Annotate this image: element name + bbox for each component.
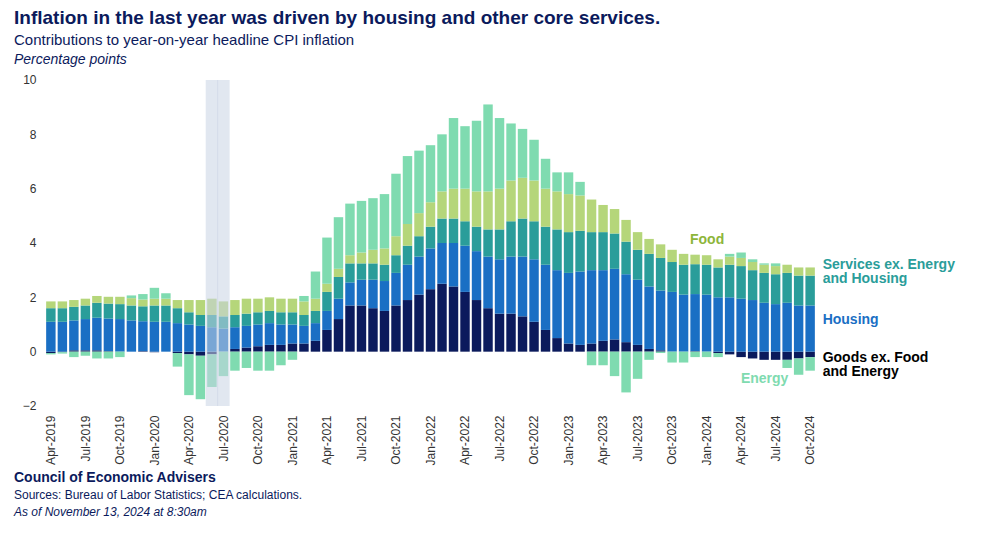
svg-text:Jan-2023: Jan-2023 — [562, 415, 576, 465]
svg-text:0: 0 — [30, 345, 37, 359]
svg-text:Housing: Housing — [823, 311, 879, 327]
svg-text:Oct-2020: Oct-2020 — [251, 415, 265, 465]
html-text:Inflation in the last year was: Inflation in the last year was driven by… — [14, 7, 661, 28]
html-text:Contributions to year-on-year: Contributions to year-on-year headline C… — [14, 31, 355, 48]
svg-text:Apr-2020: Apr-2020 — [182, 415, 196, 465]
svg-text:Jul-2021: Jul-2021 — [355, 415, 369, 461]
svg-text:Oct-2024: Oct-2024 — [803, 415, 817, 465]
svg-text:Jan-2021: Jan-2021 — [286, 415, 300, 465]
svg-text:Apr-2019: Apr-2019 — [44, 415, 58, 465]
svg-text:Jan-2020: Jan-2020 — [148, 415, 162, 465]
svg-text:8: 8 — [30, 128, 37, 142]
svg-text:Jul-2023: Jul-2023 — [631, 415, 645, 461]
svg-text:Services ex. Energyand Housing: Services ex. Energyand Housing — [823, 256, 956, 286]
svg-text:2: 2 — [30, 291, 37, 305]
html-text:As of November 13, 2024 at 8:3: As of November 13, 2024 at 8:30am — [14, 505, 207, 519]
svg-text:Energy: Energy — [741, 370, 789, 386]
svg-text:Oct-2019: Oct-2019 — [113, 415, 127, 465]
svg-text:Food: Food — [690, 231, 724, 247]
svg-text:10: 10 — [23, 73, 37, 87]
svg-text:Jul-2024: Jul-2024 — [769, 415, 783, 461]
html-text:Sources: Bureau of Labor Stati: Sources: Bureau of Labor Statistics; CEA… — [14, 488, 303, 502]
svg-text:Jul-2019: Jul-2019 — [79, 415, 93, 461]
svg-text:Jul-2020: Jul-2020 — [217, 415, 231, 461]
svg-text:Oct-2023: Oct-2023 — [665, 415, 679, 465]
svg-text:Jan-2022: Jan-2022 — [424, 415, 438, 465]
svg-text:6: 6 — [30, 182, 37, 196]
svg-text:Apr-2021: Apr-2021 — [320, 415, 334, 465]
html-text:Percentage points: Percentage points — [14, 51, 127, 67]
svg-text:Jan-2024: Jan-2024 — [700, 415, 714, 465]
svg-text:Apr-2022: Apr-2022 — [458, 415, 472, 465]
svg-text:Goods ex. Foodand Energy: Goods ex. Foodand Energy — [823, 349, 929, 379]
svg-text:Apr-2023: Apr-2023 — [596, 415, 610, 465]
svg-text:Apr-2024: Apr-2024 — [734, 415, 748, 465]
svg-text:4: 4 — [30, 236, 37, 250]
svg-text:−2: −2 — [23, 399, 37, 413]
html-text:Council of Economic Advisers: Council of Economic Advisers — [14, 469, 216, 485]
svg-text:Oct-2021: Oct-2021 — [389, 415, 403, 465]
svg-text:Jul-2022: Jul-2022 — [493, 415, 507, 461]
svg-text:Oct-2022: Oct-2022 — [527, 415, 541, 465]
